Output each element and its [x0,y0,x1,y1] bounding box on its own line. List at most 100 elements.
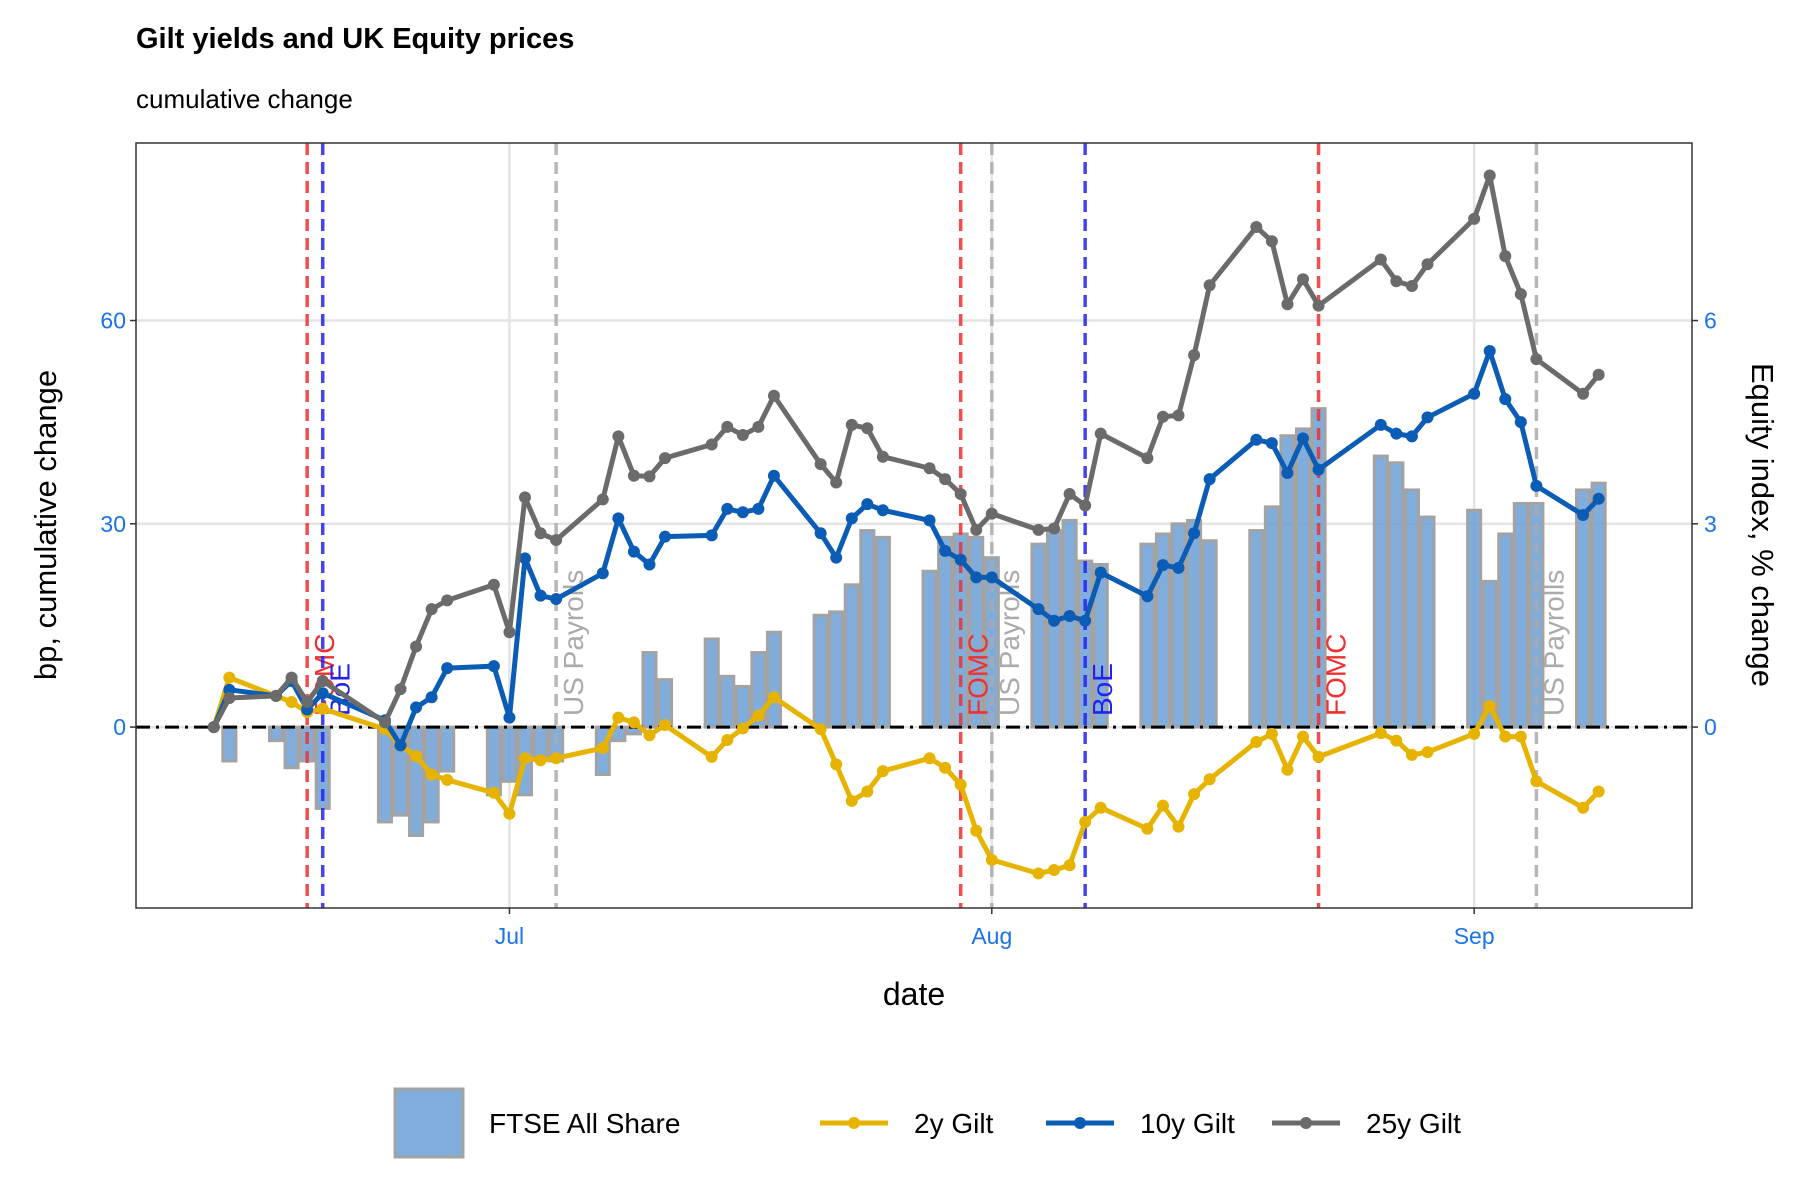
point [1499,250,1512,263]
point [659,452,672,465]
y-tick-label: 30 [100,511,126,537]
point [643,470,656,483]
legend-dot [1074,1117,1086,1129]
point [1499,730,1512,743]
point [410,701,423,714]
bar [937,535,954,729]
y2-tick-label: 0 [1704,714,1717,740]
bar [641,651,658,729]
chart-title: Gilt yields and UK Equity prices [136,23,574,55]
bar [734,684,751,729]
plot-frame [135,142,1693,909]
point [441,662,454,675]
point [207,721,220,734]
point [316,675,329,688]
point [1297,730,1309,743]
point [1281,466,1294,479]
legend-label: 25y Gilt [1366,1108,1461,1139]
legend-swatch [393,1087,465,1159]
point [1297,432,1309,445]
point [767,469,780,482]
bar [501,725,518,783]
point [550,593,563,606]
bar [1046,529,1063,729]
bar [703,637,720,729]
point [954,553,967,566]
x-tick-label: Jul [495,923,524,949]
bar [376,725,393,824]
point [1499,393,1512,406]
point [1203,773,1216,786]
point [1577,508,1590,521]
point [659,530,672,543]
legend-item: 25y Gilt [1272,1108,1461,1139]
point [1514,730,1527,743]
point [985,853,998,866]
point [923,462,936,475]
y-tick-label: 60 [100,308,126,334]
point [1032,603,1045,616]
point [534,527,547,540]
bar [1466,508,1483,729]
point [223,671,236,684]
bar [1481,579,1498,729]
point [954,487,967,500]
point [1048,522,1061,535]
point [596,742,609,755]
bar [1248,529,1265,729]
point [519,552,531,565]
point [1094,566,1107,579]
bar [283,725,300,770]
point [767,691,780,704]
point [1188,788,1201,801]
point [1577,387,1590,400]
legend-item: FTSE All Share [393,1087,680,1159]
point [736,506,749,519]
point [1421,258,1434,271]
line [211,348,1601,748]
bar [1512,501,1529,729]
point [1203,473,1216,486]
point [1172,561,1185,574]
point [1079,815,1092,828]
point [830,758,843,771]
point [410,750,423,763]
point [1172,820,1185,833]
legend-dot [848,1117,860,1129]
y2-axis-label: Equity index, % change [1745,363,1780,687]
point [1390,427,1403,440]
point [861,785,874,798]
point [301,696,314,709]
bar [812,613,829,729]
bar [828,610,845,729]
point [285,671,298,684]
point [939,473,952,486]
point [830,551,843,564]
point [721,420,734,433]
point [285,696,298,709]
point [1514,416,1527,429]
x-tick-label: Sep [1454,923,1495,949]
point [1405,430,1418,443]
point [627,469,640,482]
y2-tick-label: 3 [1704,511,1717,537]
point [1592,492,1605,505]
point [1281,763,1294,776]
bar [485,725,502,797]
y2-tick-label: 6 [1704,308,1717,334]
legend-label: FTSE All Share [489,1108,680,1139]
point [1390,275,1403,288]
legend-item: 10y Gilt [1046,1108,1235,1139]
point [316,702,329,715]
bar [1590,481,1607,729]
point [534,754,547,767]
point [1063,859,1076,872]
point [923,752,936,765]
point [1141,590,1154,603]
point [876,504,889,517]
point [1188,349,1201,362]
point [970,571,983,584]
bar [1279,434,1296,729]
point [410,640,423,653]
point [643,558,656,571]
